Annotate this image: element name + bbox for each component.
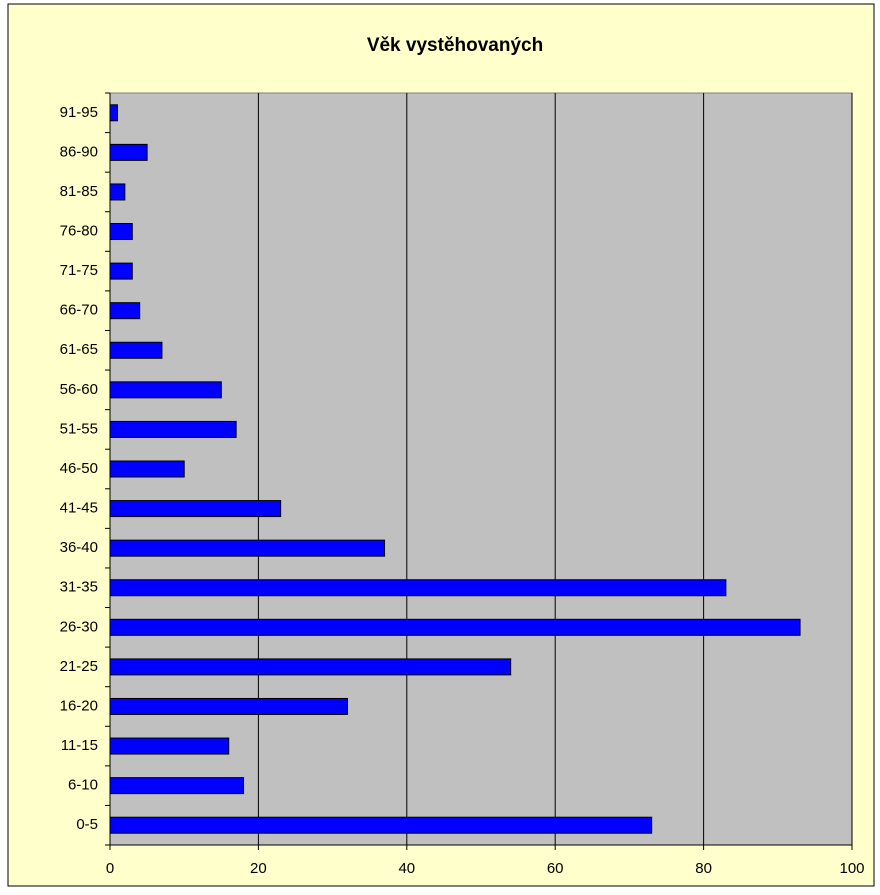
bar [109, 539, 386, 557]
y-tick-label: 91-95 [60, 104, 98, 121]
bar [109, 223, 133, 241]
y-tick-label: 76-80 [60, 222, 98, 239]
y-tick-label: 46-50 [60, 460, 98, 477]
bar [109, 143, 148, 161]
x-tick-label: 40 [398, 860, 415, 877]
bar [109, 262, 133, 280]
bar [109, 777, 245, 795]
bar [109, 460, 185, 478]
plot-area [109, 92, 853, 846]
y-tick-label: 56-60 [60, 381, 98, 398]
bar [109, 618, 801, 636]
y-tick-label: 41-45 [60, 500, 98, 517]
y-tick-label: 86-90 [60, 143, 98, 160]
y-tick-label: 21-25 [60, 658, 98, 675]
bar [109, 381, 222, 399]
bar [109, 658, 512, 676]
x-tick-label: 0 [106, 860, 114, 877]
bar [109, 697, 348, 715]
x-tick-label: 20 [250, 860, 267, 877]
y-tick-label: 66-70 [60, 302, 98, 319]
x-tick-label: 60 [547, 860, 564, 877]
bar [109, 104, 118, 122]
x-tick-label: 80 [695, 860, 712, 877]
y-tick-label: 36-40 [60, 539, 98, 556]
y-tick-label: 26-30 [60, 618, 98, 635]
y-tick-label: 81-85 [60, 183, 98, 200]
x-tick-label: 100 [839, 860, 864, 877]
y-tick-label: 16-20 [60, 697, 98, 714]
bar [109, 579, 727, 597]
bar [109, 500, 282, 518]
y-tick-label: 71-75 [60, 262, 98, 279]
y-tick-label: 31-35 [60, 579, 98, 596]
bar [109, 183, 126, 201]
bar [109, 420, 237, 438]
y-tick-label: 0-5 [76, 816, 98, 833]
y-tick-label: 51-55 [60, 420, 98, 437]
bar [109, 341, 163, 359]
y-tick-label: 61-65 [60, 341, 98, 358]
y-tick-label: 11-15 [61, 737, 98, 754]
bar [109, 816, 653, 834]
chart-title: Věk vystěhovaných [367, 35, 543, 56]
bar [109, 737, 230, 755]
y-tick-label: 6-10 [68, 777, 98, 794]
bar [109, 302, 141, 320]
